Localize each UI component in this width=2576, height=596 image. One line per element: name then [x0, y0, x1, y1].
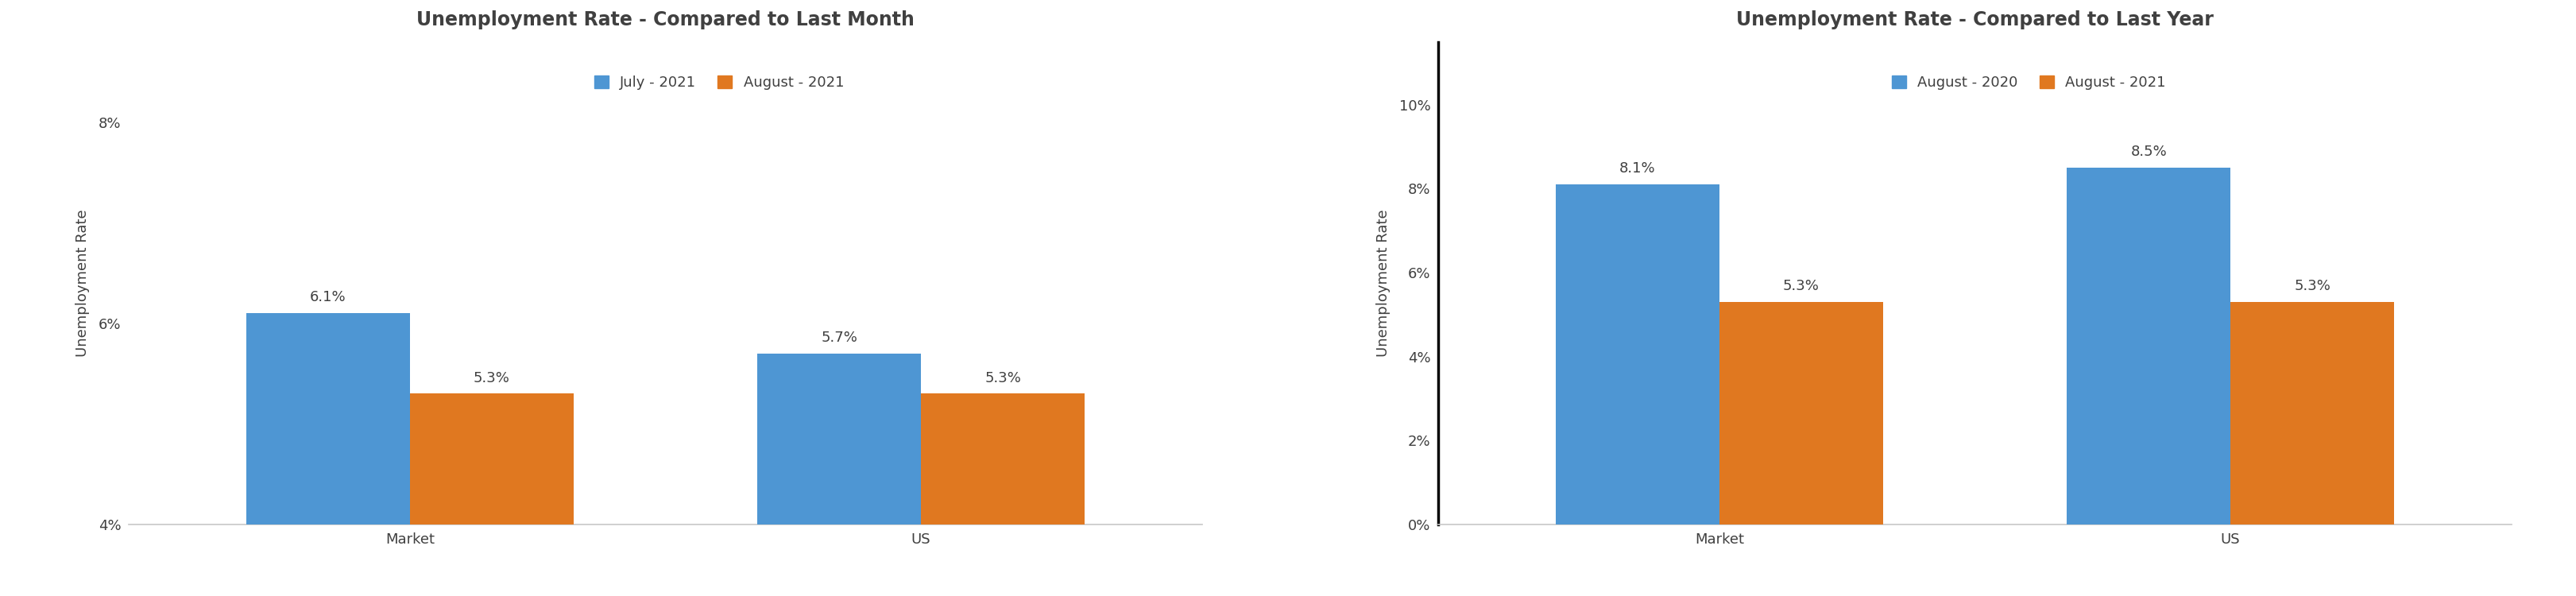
Bar: [2066, 167, 2231, 524]
Bar: [757, 353, 922, 524]
Title: Unemployment Rate - Compared to Last Year: Unemployment Rate - Compared to Last Yea…: [1736, 10, 2213, 29]
Text: 5.7%: 5.7%: [822, 331, 858, 345]
Text: 6.1%: 6.1%: [309, 290, 345, 305]
Y-axis label: Unemployment Rate: Unemployment Rate: [1376, 209, 1391, 357]
Legend: August - 2020, August - 2021: August - 2020, August - 2021: [1886, 68, 2172, 97]
Text: 5.3%: 5.3%: [2295, 279, 2331, 293]
Bar: [410, 394, 574, 524]
Bar: [1718, 302, 1883, 524]
Bar: [1556, 184, 1718, 524]
Legend: July - 2021, August - 2021: July - 2021, August - 2021: [587, 68, 850, 97]
Y-axis label: Unemployment Rate: Unemployment Rate: [75, 209, 90, 357]
Title: Unemployment Rate - Compared to Last Month: Unemployment Rate - Compared to Last Mon…: [417, 10, 914, 29]
Bar: [2231, 302, 2393, 524]
Bar: [247, 313, 410, 524]
Text: 8.5%: 8.5%: [2130, 145, 2166, 159]
Text: 5.3%: 5.3%: [984, 371, 1020, 385]
Text: 8.1%: 8.1%: [1620, 162, 1656, 176]
Text: 5.3%: 5.3%: [474, 371, 510, 385]
Bar: [922, 394, 1084, 524]
Text: 5.3%: 5.3%: [1783, 279, 1819, 293]
